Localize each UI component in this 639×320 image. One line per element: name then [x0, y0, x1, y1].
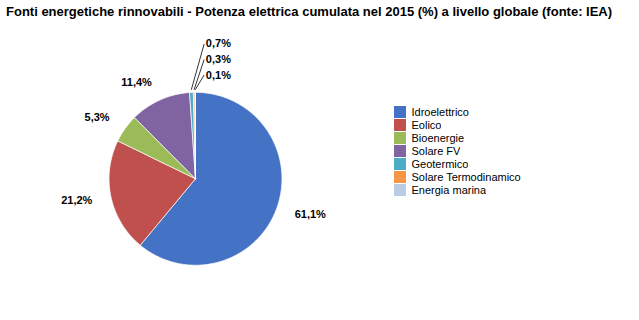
svg-text:11,4%: 11,4%: [121, 76, 152, 88]
svg-text:0,1%: 0,1%: [206, 69, 231, 81]
html-text:Solare FV: Solare FV: [411, 145, 461, 158]
svg-text:61,1%: 61,1%: [295, 208, 326, 220]
html-text:Energia marina: Energia marina: [411, 184, 487, 197]
svg-text:21,2%: 21,2%: [61, 194, 92, 206]
html-text:Solare Termodinamico: Solare Termodinamico: [411, 171, 521, 184]
html-text:Fonti energetiche rinnovabili: Fonti energetiche rinnovabili - Potenza …: [6, 4, 613, 19]
html-text:Bioenergie: Bioenergie: [411, 132, 465, 145]
html-text:Idroelettrico: Idroelettrico: [411, 106, 469, 119]
svg-text:0,3%: 0,3%: [206, 53, 231, 65]
svg-text:0,7%: 0,7%: [206, 37, 231, 49]
svg-text:5,3%: 5,3%: [85, 111, 110, 123]
html-text:Geotermico: Geotermico: [411, 158, 469, 171]
html-text:Eolico: Eolico: [411, 119, 442, 132]
